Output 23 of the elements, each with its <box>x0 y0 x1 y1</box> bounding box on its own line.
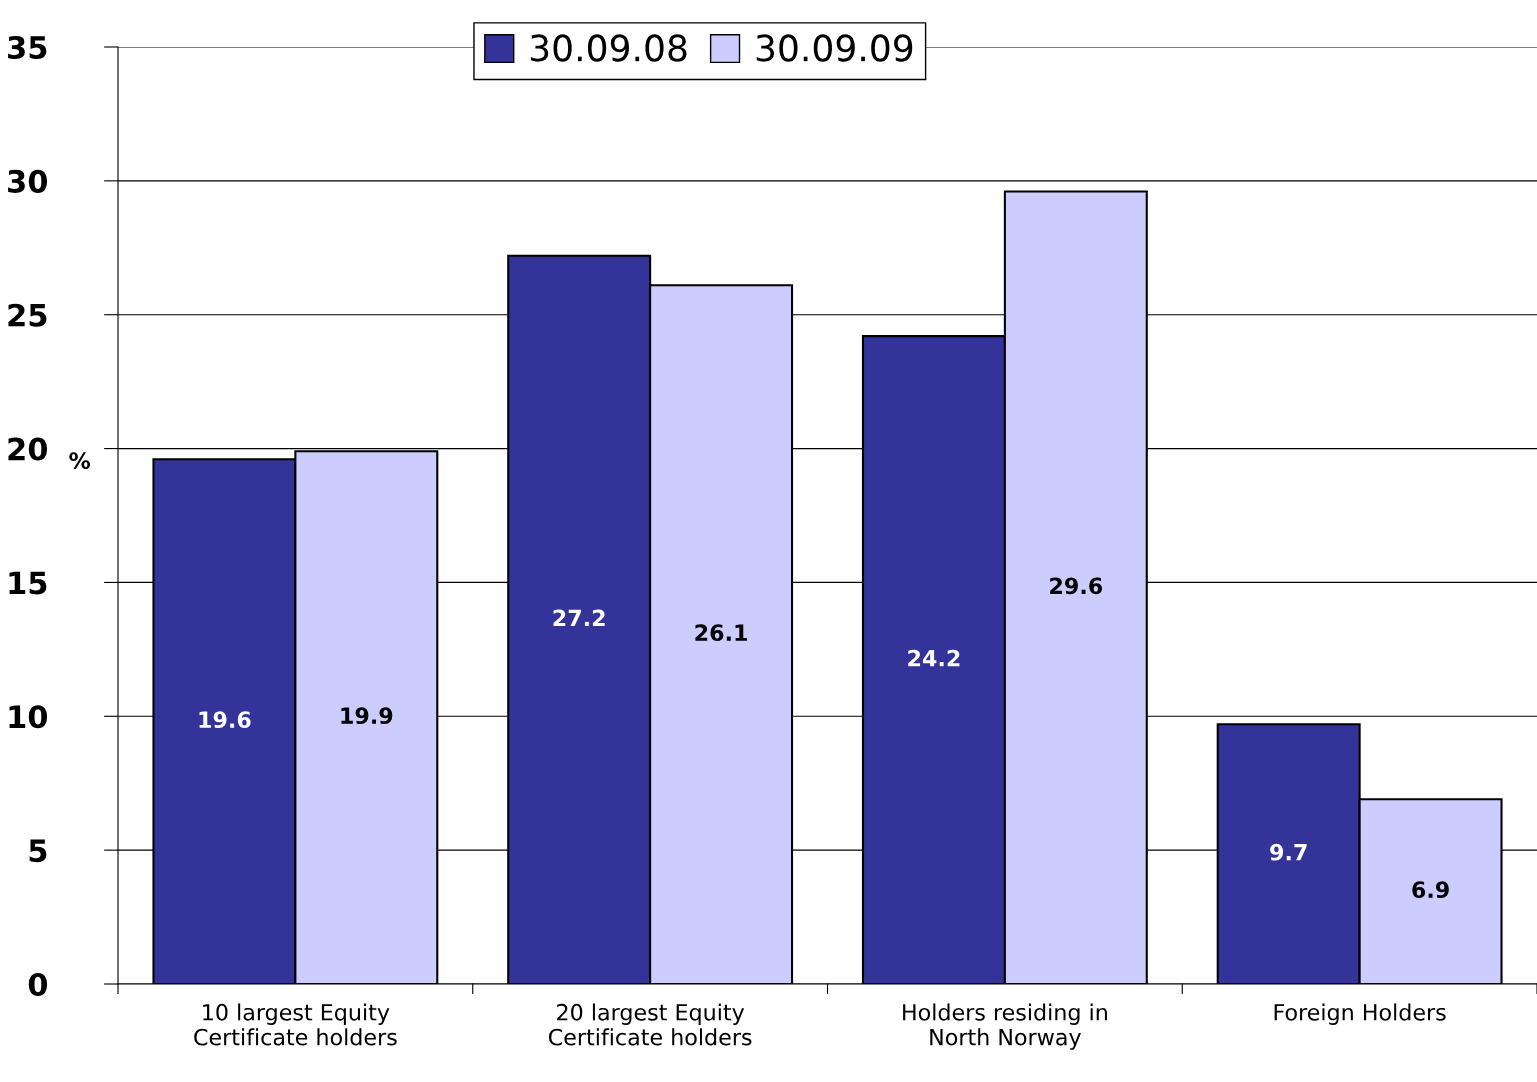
x-tick-label: Foreign Holders <box>1274 1003 1446 1025</box>
legend-label: 30.09.09 <box>756 34 913 62</box>
data-label: 6.9 <box>1412 881 1449 899</box>
x-tick-label: 20 largest Equity Certificate holders <box>548 1003 752 1046</box>
data-label: 26.1 <box>695 624 747 642</box>
y-tick-label: 25 <box>8 303 47 327</box>
y-tick-label: 20 <box>8 437 48 461</box>
y-tick-label: 0 <box>28 972 48 997</box>
y-tick-label: 15 <box>9 571 47 595</box>
data-label: 19.9 <box>341 707 393 725</box>
legend-label: 30.09.08 <box>530 34 687 62</box>
data-label: 19.6 <box>199 711 251 729</box>
x-tick-label: Holders residing in North Norway <box>903 1003 1107 1050</box>
y-tick-label: 5 <box>29 839 47 863</box>
y-tick-label: 35 <box>8 35 47 60</box>
x-tick-label: 10 largest Equity Certificate holders <box>194 1003 397 1046</box>
data-label: 29.6 <box>1050 577 1103 595</box>
y-tick-label: 10 <box>9 705 48 729</box>
y-axis-title: % <box>69 452 91 470</box>
y-tick-label: 30 <box>8 169 48 193</box>
data-label: 9.7 <box>1270 843 1307 861</box>
data-label: 27.2 <box>553 609 605 627</box>
data-label: 24.2 <box>908 649 960 667</box>
